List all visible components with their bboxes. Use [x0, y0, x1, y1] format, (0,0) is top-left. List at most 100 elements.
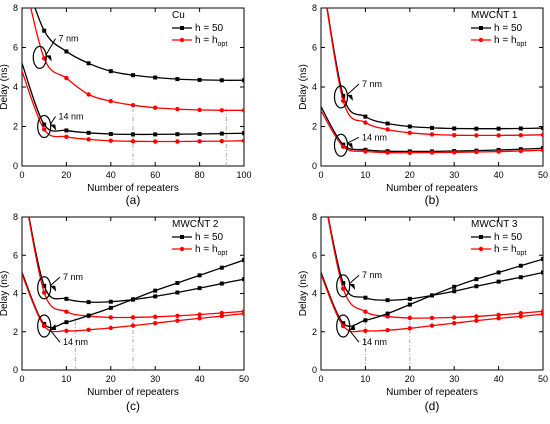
annotation-0: 7 nm: [336, 270, 382, 298]
annotation-arrowhead: [50, 124, 57, 131]
data-point: [474, 149, 479, 155]
annotation-arrowhead: [349, 283, 356, 290]
annotation-1: 14 nm: [37, 314, 88, 347]
x-tick-label: 30: [150, 374, 160, 384]
panel-caption: (b): [425, 193, 440, 207]
data-point: [430, 125, 434, 130]
annotation-arrowhead: [346, 94, 353, 101]
data-point: [108, 132, 113, 137]
y-tick-label: 4: [13, 289, 18, 299]
data-point: [496, 133, 501, 138]
legend: MWCNT 3 h = 50h = hopt: [471, 219, 526, 257]
data-point: [341, 321, 346, 326]
data-point: [385, 298, 390, 303]
series-line: [326, 8, 543, 130]
data-point: [197, 77, 202, 82]
annotation-arrow: [49, 276, 61, 287]
data-point: [86, 300, 91, 305]
data-point: [540, 132, 543, 137]
data-point: [452, 150, 457, 155]
y-tick-label: 8: [312, 212, 317, 222]
y-tick-label: 2: [312, 327, 317, 337]
annotation-label: 14 nm: [59, 112, 84, 122]
data-point: [42, 122, 47, 127]
x-tick-label: 40: [494, 170, 504, 180]
data-point: [385, 150, 390, 155]
series-7nm-h50: [34, 8, 244, 83]
y-tick-label: 4: [13, 82, 18, 92]
x-tick-label: 40: [195, 374, 205, 384]
annotation-arrow: [49, 329, 61, 343]
data-point: [130, 102, 136, 108]
legend-label: h = 50: [494, 232, 523, 243]
chart-panel-1: 0 20 40 60 80 100 0 2 4 6 8 Number of repeaters Dela…: [0, 3, 252, 207]
data-point: [108, 315, 114, 320]
x-tick-label: 0: [19, 374, 24, 384]
data-point: [540, 311, 543, 317]
data-point: [219, 108, 224, 113]
data-point: [175, 106, 180, 112]
data-point: [86, 92, 91, 97]
data-point: [130, 315, 136, 320]
data-point: [452, 284, 457, 289]
annotation-ellipse: [333, 133, 349, 157]
y-tick-label: 4: [312, 82, 317, 92]
legend-title: Cu: [172, 10, 185, 21]
data-point: [474, 314, 479, 319]
legend-label-subscript: opt: [218, 250, 228, 257]
y-tick-label: 4: [312, 289, 317, 299]
y-tick-label: 6: [312, 250, 317, 260]
annotation-arrowhead: [346, 143, 353, 150]
data-point: [42, 323, 47, 329]
annotation-arrow: [348, 329, 360, 343]
data-point: [363, 120, 368, 125]
y-tick-label: 8: [13, 3, 18, 13]
y-axis-title: Delay (ns): [298, 64, 309, 110]
legend-label: h = hopt: [494, 35, 526, 48]
data-point: [496, 149, 501, 154]
data-point: [474, 126, 479, 131]
data-point: [496, 312, 501, 318]
annotation-0: 7 nm: [32, 34, 79, 69]
data-point: [474, 284, 479, 289]
data-point: [219, 313, 224, 319]
data-point: [429, 150, 435, 155]
series-14nm-hopt: [321, 274, 543, 333]
data-point: [452, 132, 457, 138]
chart-panel-2: 0 10 20 30 40 50 0 2 4 6 8 Number of repeaters Delay…: [298, 3, 548, 207]
series-14nm-h50: [22, 258, 244, 329]
legend: Cu h = 50h = hopt: [172, 10, 227, 48]
data-point: [219, 265, 224, 270]
data-point: [219, 138, 224, 144]
x-tick-label: 10: [61, 374, 71, 384]
data-point: [474, 277, 479, 282]
data-point: [197, 132, 202, 137]
legend-label: h = 50: [494, 23, 523, 34]
data-point: [86, 137, 91, 142]
data-point: [341, 286, 346, 291]
x-tick-label: 30: [449, 170, 459, 180]
data-point: [496, 126, 501, 131]
series-line: [321, 274, 543, 333]
legend-swatch-marker: [478, 246, 484, 252]
data-point: [197, 316, 202, 321]
legend-swatch-marker: [479, 235, 483, 239]
x-axis-title: Number of repeaters: [386, 183, 478, 194]
data-point: [153, 288, 158, 293]
data-point: [42, 28, 47, 33]
data-point: [407, 130, 412, 136]
data-point: [518, 132, 523, 138]
data-point: [474, 133, 479, 138]
data-point: [153, 320, 158, 326]
y-tick-label: 0: [13, 365, 18, 375]
x-tick-label: 0: [318, 374, 323, 384]
data-point: [341, 280, 346, 285]
series-14nm-hopt: [321, 110, 543, 155]
data-point: [86, 327, 91, 333]
annotation-arrow: [348, 274, 360, 285]
data-point: [241, 311, 244, 316]
data-point: [219, 310, 224, 316]
data-point: [86, 313, 91, 318]
annotation-label: 7 nm: [59, 34, 79, 44]
